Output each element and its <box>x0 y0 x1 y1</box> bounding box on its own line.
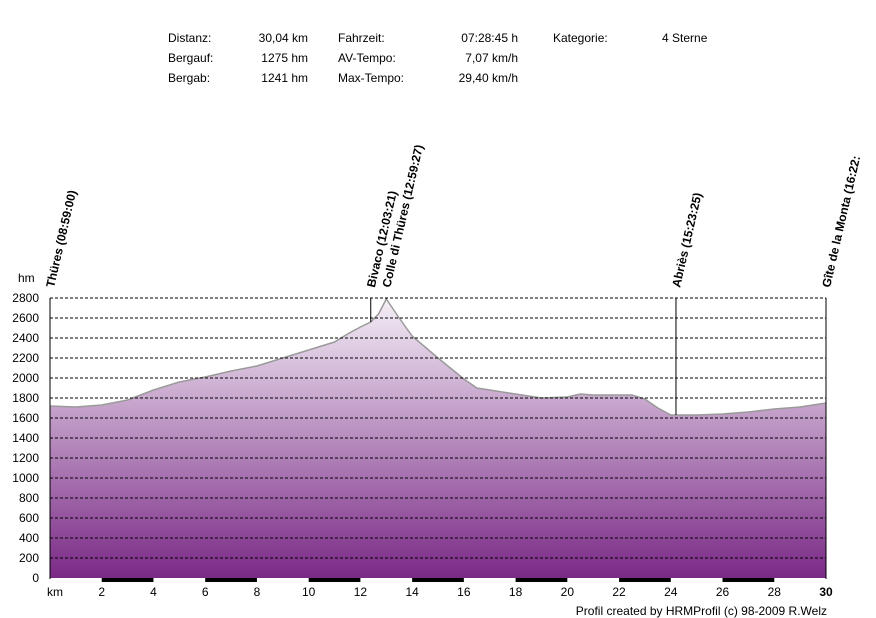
x-tick-label: 26 <box>716 585 730 599</box>
y-tick-label: 2400 <box>12 331 39 345</box>
avg-speed-label: AV-Tempo: <box>338 51 396 65</box>
km-band-segment <box>722 578 775 582</box>
x-tick-label: 6 <box>202 585 209 599</box>
km-band-segment <box>619 578 671 582</box>
km-band-segment <box>101 578 154 582</box>
y-tick-label: 2800 <box>12 291 39 305</box>
y-tick-label: 2200 <box>12 351 39 365</box>
waypoint-label: Gîte de la Monta (16:22: <box>819 154 863 288</box>
distance-label: Distanz: <box>168 31 212 45</box>
x-axis-label: km <box>47 585 63 599</box>
y-tick-label: 1800 <box>12 391 39 405</box>
climb-value: 1275 hm <box>261 51 308 65</box>
y-tick-label: 2600 <box>12 311 39 325</box>
x-tick-label: 28 <box>768 585 782 599</box>
x-tick-label: 22 <box>612 585 626 599</box>
time-value: 07:28:45 h <box>461 31 518 45</box>
y-tick-label: 200 <box>19 551 39 565</box>
distance-value: 30,04 km <box>258 31 308 45</box>
category-value: 4 Sterne <box>662 31 708 45</box>
x-tick-label: 18 <box>509 585 523 599</box>
category-label: Kategorie: <box>553 31 608 45</box>
x-tick-label: 12 <box>354 585 368 599</box>
time-label: Fahrzeit: <box>338 31 385 45</box>
y-tick-label: 1000 <box>12 471 39 485</box>
max-speed-value: 29,40 km/h <box>458 71 518 85</box>
km-band-segment <box>412 578 464 582</box>
y-tick-label: 1600 <box>12 411 39 425</box>
avg-speed-value: 7,07 km/h <box>465 51 518 65</box>
profile-line <box>49 297 827 416</box>
y-tick-label: 600 <box>19 511 39 525</box>
x-tick-label: 20 <box>561 585 575 599</box>
y-tick-label: 400 <box>19 531 39 545</box>
x-tick-label: 4 <box>150 585 157 599</box>
waypoint-label: Thüres (08:59:00) <box>43 189 79 289</box>
km-band-segment <box>515 578 568 582</box>
waypoint-label: Abriès (15:23:25) <box>669 191 704 288</box>
x-tick-label: 16 <box>457 585 471 599</box>
climb-label: Bergauf: <box>168 51 214 65</box>
y-tick-label: 1400 <box>12 431 39 445</box>
descent-label: Bergab: <box>168 71 211 85</box>
km-band-segment <box>308 578 361 582</box>
y-tick-label: 1200 <box>12 451 39 465</box>
x-tick-label: 8 <box>254 585 261 599</box>
x-tick-label: 2 <box>98 585 105 599</box>
y-tick-label: 800 <box>19 491 39 505</box>
max-speed-label: Max-Tempo: <box>338 71 405 85</box>
y-tick-label: 2000 <box>12 371 39 385</box>
y-axis-label: hm <box>18 271 35 285</box>
credit-text: Profil created by HRMProfil (c) 98-2009 … <box>575 604 827 618</box>
km-band-segment <box>205 578 257 582</box>
y-tick-label: 0 <box>32 571 39 585</box>
x-tick-label: 10 <box>302 585 316 599</box>
descent-value: 1241 hm <box>261 71 308 85</box>
x-tick-label: 30 <box>819 585 833 599</box>
x-tick-label: 14 <box>405 585 419 599</box>
x-tick-label: 24 <box>664 585 678 599</box>
